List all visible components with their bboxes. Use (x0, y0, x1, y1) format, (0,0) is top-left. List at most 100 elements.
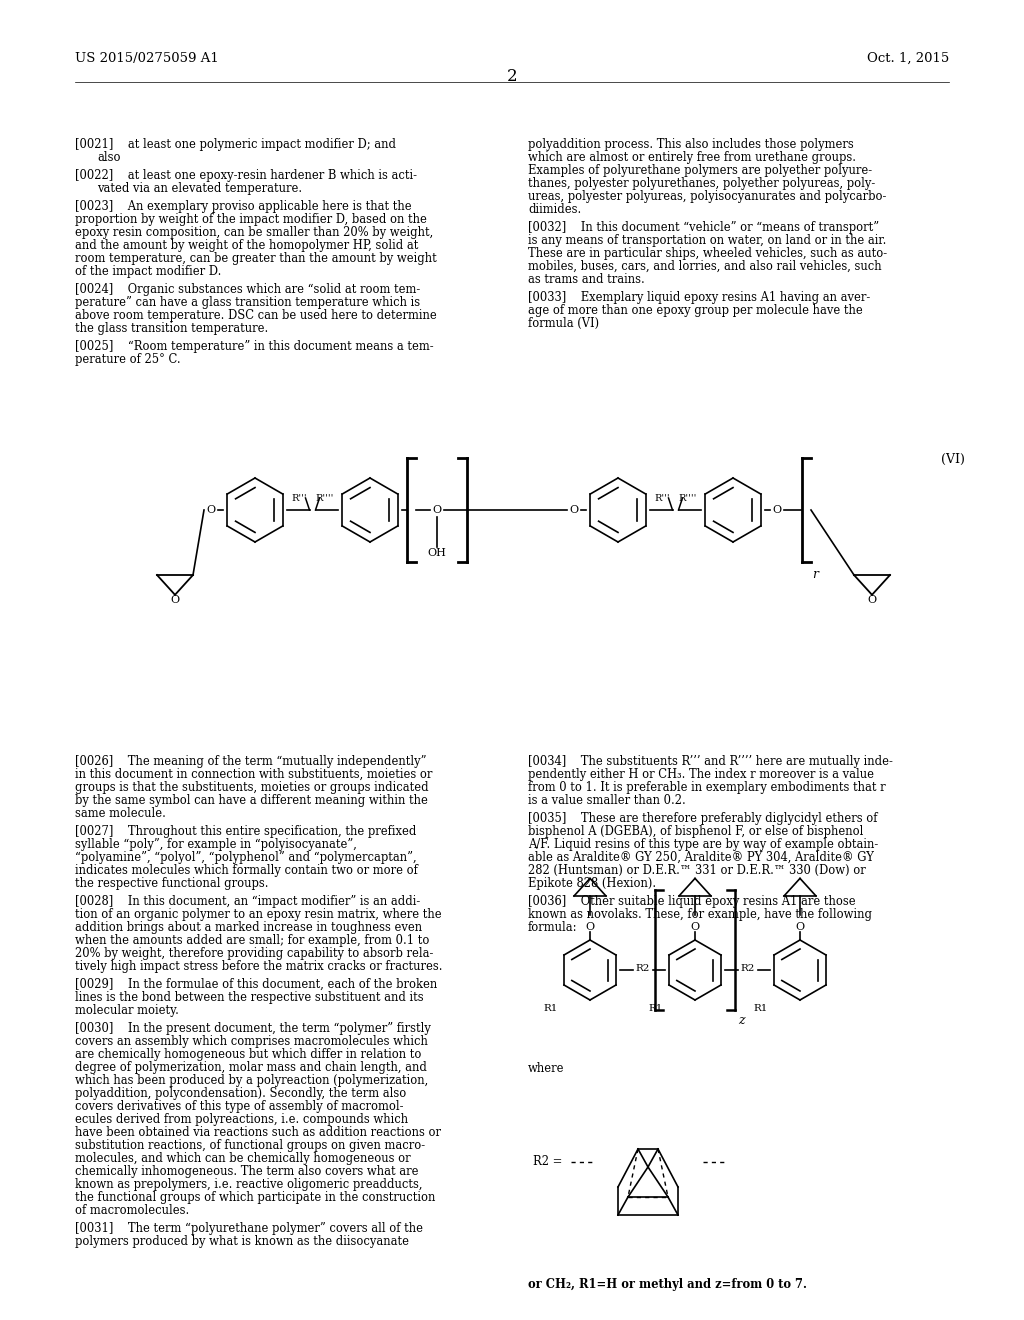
Text: [0023]    An exemplary proviso applicable here is that the: [0023] An exemplary proviso applicable h… (75, 201, 412, 213)
Text: molecular moiety.: molecular moiety. (75, 1005, 179, 1016)
Text: ureas, polyester polyureas, polyisocyanurates and polycarbo-: ureas, polyester polyureas, polyisocyanu… (528, 190, 887, 203)
Text: O: O (569, 506, 579, 515)
Text: R1: R1 (754, 1005, 768, 1012)
Text: groups is that the substituents, moieties or groups indicated: groups is that the substituents, moietie… (75, 781, 429, 795)
Text: Epikote 828 (Hexion).: Epikote 828 (Hexion). (528, 876, 656, 890)
Text: when the amounts added are small; for example, from 0.1 to: when the amounts added are small; for ex… (75, 935, 429, 946)
Text: of macromolecules.: of macromolecules. (75, 1204, 189, 1217)
Text: R''': R''' (292, 494, 307, 503)
Text: in this document in connection with substituents, moieties or: in this document in connection with subs… (75, 768, 432, 781)
Text: the respective functional groups.: the respective functional groups. (75, 876, 268, 890)
Text: (VI): (VI) (941, 453, 965, 466)
Text: 282 (Huntsman) or D.E.R.™ 331 or D.E.R.™ 330 (Dow) or: 282 (Huntsman) or D.E.R.™ 331 or D.E.R.™… (528, 865, 865, 876)
Text: ecules derived from polyreactions, i.e. compounds which: ecules derived from polyreactions, i.e. … (75, 1113, 409, 1126)
Text: R2: R2 (635, 964, 649, 973)
Text: R'''': R'''' (315, 494, 334, 503)
Text: O: O (432, 506, 441, 515)
Text: from 0 to 1. It is preferable in exemplary embodiments that r: from 0 to 1. It is preferable in exempla… (528, 781, 886, 795)
Text: [0034]    The substituents R’’’ and R’’’’ here are mutually inde-: [0034] The substituents R’’’ and R’’’’ h… (528, 755, 893, 768)
Text: covers an assembly which comprises macromolecules which: covers an assembly which comprises macro… (75, 1035, 428, 1048)
Text: 20% by weight, therefore providing capability to absorb rela-: 20% by weight, therefore providing capab… (75, 946, 433, 960)
Text: [0030]    In the present document, the term “polymer” firstly: [0030] In the present document, the term… (75, 1022, 431, 1035)
Text: pendently either H or CH₃. The index r moreover is a value: pendently either H or CH₃. The index r m… (528, 768, 874, 781)
Text: where: where (528, 1063, 564, 1074)
Text: molecules, and which can be chemically homogeneous or: molecules, and which can be chemically h… (75, 1152, 411, 1166)
Text: These are in particular ships, wheeled vehicles, such as auto-: These are in particular ships, wheeled v… (528, 247, 887, 260)
Text: chemically inhomogeneous. The term also covers what are: chemically inhomogeneous. The term also … (75, 1166, 419, 1177)
Text: OH: OH (428, 548, 446, 558)
Text: R1: R1 (544, 1005, 558, 1012)
Text: R''': R''' (655, 494, 671, 503)
Text: [0025]    “Room temperature” in this document means a tem-: [0025] “Room temperature” in this docume… (75, 341, 433, 352)
Text: addition brings about a marked increase in toughness even: addition brings about a marked increase … (75, 921, 422, 935)
Text: [0036]    Other suitable liquid epoxy resins A1 are those: [0036] Other suitable liquid epoxy resin… (528, 895, 856, 908)
Text: and the amount by weight of the homopolymer HP, solid at: and the amount by weight of the homopoly… (75, 239, 419, 252)
Text: are chemically homogeneous but which differ in relation to: are chemically homogeneous but which dif… (75, 1048, 421, 1061)
Text: lines is the bond between the respective substituent and its: lines is the bond between the respective… (75, 991, 424, 1005)
Text: also: also (97, 150, 121, 164)
Text: tion of an organic polymer to an epoxy resin matrix, where the: tion of an organic polymer to an epoxy r… (75, 908, 441, 921)
Text: substitution reactions, of functional groups on given macro-: substitution reactions, of functional gr… (75, 1139, 425, 1152)
Text: tively high impact stress before the matrix cracks or fractures.: tively high impact stress before the mat… (75, 960, 442, 973)
Text: thanes, polyester polyurethanes, polyether polyureas, poly-: thanes, polyester polyurethanes, polyeth… (528, 177, 876, 190)
Text: “polyamine”, “polyol”, “polyphenol” and “polymercaptan”,: “polyamine”, “polyol”, “polyphenol” and … (75, 851, 417, 865)
Text: A/F. Liquid resins of this type are by way of example obtain-: A/F. Liquid resins of this type are by w… (528, 838, 879, 851)
Text: diimides.: diimides. (528, 203, 582, 216)
Text: which has been produced by a polyreaction (polymerization,: which has been produced by a polyreactio… (75, 1074, 428, 1086)
Text: epoxy resin composition, can be smaller than 20% by weight,: epoxy resin composition, can be smaller … (75, 226, 433, 239)
Text: vated via an elevated temperature.: vated via an elevated temperature. (97, 182, 302, 195)
Text: known as prepolymers, i.e. reactive oligomeric preadducts,: known as prepolymers, i.e. reactive olig… (75, 1177, 423, 1191)
Text: which are almost or entirely free from urethane groups.: which are almost or entirely free from u… (528, 150, 856, 164)
Text: [0027]    Throughout this entire specification, the prefixed: [0027] Throughout this entire specificat… (75, 825, 417, 838)
Text: R2 =: R2 = (534, 1155, 562, 1168)
Text: z: z (738, 1014, 744, 1027)
Text: bisphenol A (DGEBA), of bisphenol F, or else of bisphenol: bisphenol A (DGEBA), of bisphenol F, or … (528, 825, 863, 838)
Text: able as Araldite® GY 250, Araldite® PY 304, Araldite® GY: able as Araldite® GY 250, Araldite® PY 3… (528, 851, 873, 865)
Text: same molecule.: same molecule. (75, 807, 166, 820)
Text: [0026]    The meaning of the term “mutually independently”: [0026] The meaning of the term “mutually… (75, 755, 427, 768)
Text: [0033]    Exemplary liquid epoxy resins A1 having an aver-: [0033] Exemplary liquid epoxy resins A1 … (528, 290, 870, 304)
Text: Examples of polyurethane polymers are polyether polyure-: Examples of polyurethane polymers are po… (528, 164, 872, 177)
Text: formula (VI): formula (VI) (528, 317, 599, 330)
Text: O: O (867, 595, 877, 605)
Text: R'''': R'''' (679, 494, 697, 503)
Text: have been obtained via reactions such as addition reactions or: have been obtained via reactions such as… (75, 1126, 441, 1139)
Text: formula:: formula: (528, 921, 578, 935)
Text: indicates molecules which formally contain two or more of: indicates molecules which formally conta… (75, 865, 418, 876)
Text: polyaddition process. This also includes those polymers: polyaddition process. This also includes… (528, 139, 854, 150)
Text: perature” can have a glass transition temperature which is: perature” can have a glass transition te… (75, 296, 420, 309)
Text: R2: R2 (740, 964, 755, 973)
Text: is a value smaller than 0.2.: is a value smaller than 0.2. (528, 795, 686, 807)
Text: US 2015/0275059 A1: US 2015/0275059 A1 (75, 51, 219, 65)
Text: as trams and trains.: as trams and trains. (528, 273, 645, 286)
Text: the functional groups of which participate in the construction: the functional groups of which participa… (75, 1191, 435, 1204)
Text: the glass transition temperature.: the glass transition temperature. (75, 322, 268, 335)
Text: Oct. 1, 2015: Oct. 1, 2015 (866, 51, 949, 65)
Text: above room temperature. DSC can be used here to determine: above room temperature. DSC can be used … (75, 309, 437, 322)
Text: mobiles, buses, cars, and lorries, and also rail vehicles, such: mobiles, buses, cars, and lorries, and a… (528, 260, 882, 273)
Text: by the same symbol can have a different meaning within the: by the same symbol can have a different … (75, 795, 428, 807)
Text: age of more than one epoxy group per molecule have the: age of more than one epoxy group per mol… (528, 304, 863, 317)
Text: of the impact modifier D.: of the impact modifier D. (75, 265, 221, 279)
Text: syllable “poly”, for example in “polyisocyanate”,: syllable “poly”, for example in “polyiso… (75, 838, 357, 851)
Text: degree of polymerization, molar mass and chain length, and: degree of polymerization, molar mass and… (75, 1061, 427, 1074)
Text: known as novolaks. These, for example, have the following: known as novolaks. These, for example, h… (528, 908, 872, 921)
Text: O: O (690, 921, 699, 932)
Text: [0032]    In this document “vehicle” or “means of transport”: [0032] In this document “vehicle” or “me… (528, 220, 880, 234)
Text: [0035]    These are therefore preferably diglycidyl ethers of: [0035] These are therefore preferably di… (528, 812, 878, 825)
Text: r: r (812, 568, 818, 581)
Text: O: O (586, 921, 595, 932)
Text: [0028]    In this document, an “impact modifier” is an addi-: [0028] In this document, an “impact modi… (75, 895, 420, 908)
Text: [0024]    Organic substances which are “solid at room tem-: [0024] Organic substances which are “sol… (75, 282, 420, 296)
Text: [0021]    at least one polymeric impact modifier D; and: [0021] at least one polymeric impact mod… (75, 139, 396, 150)
Text: R1: R1 (648, 1005, 663, 1012)
Text: O: O (772, 506, 781, 515)
Text: O: O (207, 506, 216, 515)
Text: polyaddition, polycondensation). Secondly, the term also: polyaddition, polycondensation). Secondl… (75, 1086, 407, 1100)
Text: perature of 25° C.: perature of 25° C. (75, 352, 180, 366)
Text: 2: 2 (507, 69, 517, 84)
Text: covers derivatives of this type of assembly of macromol-: covers derivatives of this type of assem… (75, 1100, 403, 1113)
Text: [0022]    at least one epoxy-resin hardener B which is acti-: [0022] at least one epoxy-resin hardener… (75, 169, 417, 182)
Text: polymers produced by what is known as the diisocyanate: polymers produced by what is known as th… (75, 1236, 409, 1247)
Text: room temperature, can be greater than the amount by weight: room temperature, can be greater than th… (75, 252, 437, 265)
